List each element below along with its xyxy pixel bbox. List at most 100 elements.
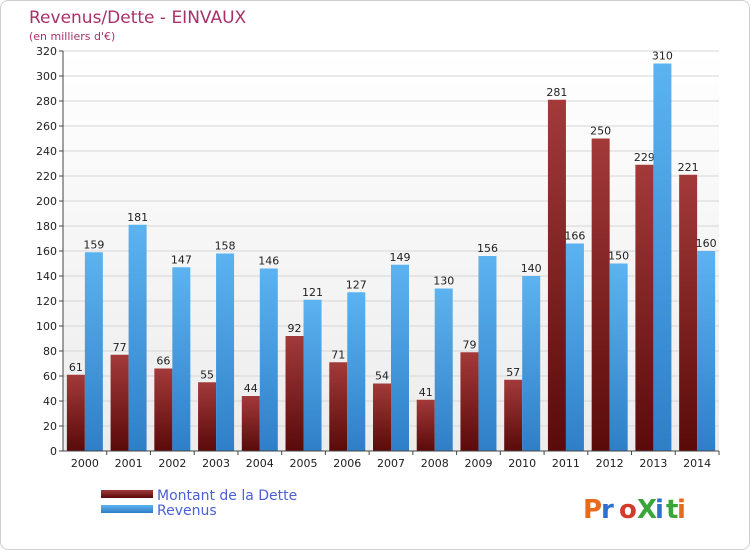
bar-debt [635,164,654,451]
legend-label-debt: Montant de la Dette [157,488,297,504]
data-label-revenus: 160 [696,237,717,250]
y-tick-label: 220 [36,170,57,183]
proxiti-logo: Pr o Xi ti [583,495,686,525]
data-label-revenus: 130 [433,275,454,288]
logo-letter: t [666,495,678,525]
bar-debt [373,383,391,451]
data-label-debt: 79 [462,338,476,351]
x-tick-label: 2005 [290,457,318,470]
legend-swatch-revenus [101,505,153,513]
y-tick-label: 40 [43,395,57,408]
x-tick-label: 2004 [246,457,274,470]
bar-debt [591,138,610,451]
y-tick-label: 80 [43,345,57,358]
data-label-debt: 41 [419,386,433,399]
data-label-revenus: 156 [477,242,498,255]
data-label-debt: 55 [200,368,214,381]
bar-debt [285,336,304,451]
x-tick-label: 2001 [115,457,143,470]
data-label-debt: 281 [546,86,567,99]
data-label-revenus: 147 [171,253,192,266]
data-label-debt: 221 [678,161,699,174]
bar-debt [460,352,479,451]
data-label-revenus: 140 [521,262,542,275]
bars: 61 159 77 181 66 147 55 158 44 146 92 121 71 127 54 149… [66,50,717,451]
bar-debt [416,399,435,451]
logo-letter: i [655,495,664,525]
y-tick-label: 60 [43,370,57,383]
bar-debt [504,379,523,451]
bar-revenus [697,251,716,451]
y-tick-label: 100 [36,320,57,333]
x-tick-label: 2006 [333,457,361,470]
y-tick-label: 200 [36,195,57,208]
x-tick-label: 2012 [596,457,624,470]
bar-debt [329,362,348,451]
bar-revenus [653,63,672,451]
bar-revenus [434,288,453,451]
chart-title: Revenus/Dette - EINVAUX [29,8,247,28]
y-tick-label: 280 [36,95,57,108]
data-label-revenus: 310 [652,50,673,63]
data-label-revenus: 146 [258,255,279,268]
y-tick-label: 260 [36,120,57,133]
x-tick-label: 2010 [508,457,536,470]
bar-debt [198,382,217,451]
bar-revenus [391,264,409,451]
x-tick-label: 2014 [683,457,711,470]
data-label-revenus: 181 [127,211,148,224]
bar-debt [66,374,85,451]
x-tick-label: 2011 [552,457,580,470]
data-label-debt: 71 [331,348,345,361]
logo-letter: i [677,495,686,525]
y-tick-label: 120 [36,295,57,308]
x-axis: 2000 2001 2002 2003 2004 2005 2006 2007 2008 2009… [63,450,720,470]
y-tick-label: 240 [36,145,57,158]
data-label-debt: 61 [69,361,83,374]
data-label-revenus: 127 [346,278,367,291]
bar-revenus [347,292,366,451]
data-label-revenus: 166 [564,230,585,243]
y-tick-label: 20 [43,420,57,433]
x-tick-label: 2003 [202,457,230,470]
bar-revenus [259,268,278,451]
y-tick-label: 140 [36,270,57,283]
data-label-debt: 77 [113,341,127,354]
x-tick-label: 2007 [377,457,405,470]
x-tick-label: 2013 [639,457,667,470]
x-tick-label: 2000 [71,457,99,470]
bar-debt [110,354,129,451]
data-label-debt: 54 [375,370,389,383]
x-tick-label: 2008 [421,457,449,470]
bar-revenus [609,263,628,451]
y-tick-label: 320 [36,45,57,58]
y-tick-label: 180 [36,220,57,233]
logo-letter: o [619,495,637,525]
y-tick-label: 300 [36,70,57,83]
data-label-revenus: 158 [215,240,236,253]
bar-debt [679,174,698,451]
bar-debt [241,396,260,451]
data-label-debt: 57 [506,366,520,379]
logo-letter: P [583,495,602,525]
data-label-debt: 66 [156,355,170,368]
bar-debt [547,99,566,451]
data-label-debt: 229 [634,151,655,164]
data-label-debt: 44 [244,382,258,395]
bar-revenus [128,224,147,451]
legend-label-revenus: Revenus [157,503,217,519]
logo-letter: r [601,495,614,525]
legend: Montant de la Dette Revenus [101,488,297,519]
x-tick-label: 2002 [158,457,186,470]
data-label-debt: 92 [288,322,302,335]
data-label-revenus: 150 [608,250,629,263]
data-label-debt: 250 [590,125,611,138]
legend-swatch-debt [101,490,153,498]
y-tick-label: 0 [50,445,57,458]
bar-revenus [172,267,191,451]
data-label-revenus: 159 [83,238,104,251]
data-label-revenus: 121 [302,286,323,299]
bar-debt [154,368,173,451]
